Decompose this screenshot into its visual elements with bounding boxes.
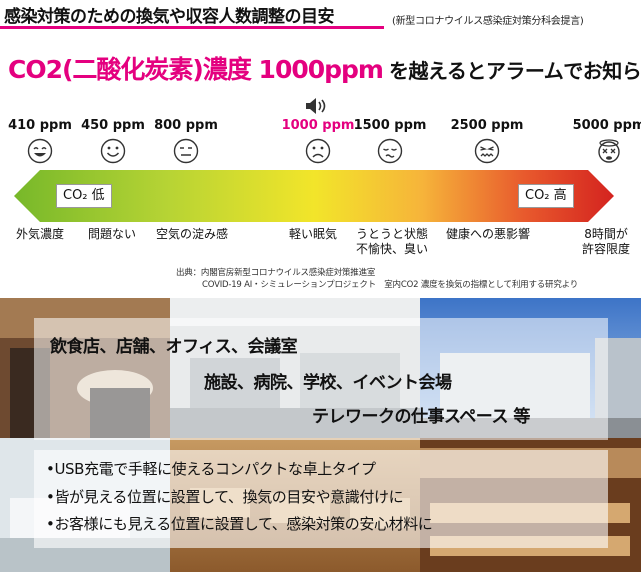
header-underline (0, 26, 384, 29)
bullet-2: •皆が見える位置に設置して、換気の目安や意識付けに (46, 488, 404, 506)
venue-line-1: 飲食店、店舗、オフィス、会議室 (50, 337, 298, 357)
level-ppm: 450 ppm (81, 118, 145, 133)
heading-rest: を越えるとアラームでお知らせ (388, 59, 641, 83)
effect-line: うとうと状態 (356, 227, 429, 241)
effect-2500: 健康への悪影響 (446, 227, 530, 242)
effect-1000: 軽い眠気 (289, 227, 337, 242)
smile-face-icon (100, 138, 126, 164)
level-ppm: 1000 ppm (281, 118, 355, 133)
neutral-face-icon (173, 138, 199, 164)
level-5000: 5000 ppm (564, 118, 641, 164)
effect-line: 空気の淀み感 (156, 227, 229, 241)
co2-high-label: CO₂ 高 (518, 184, 574, 208)
drowsy-face-icon (377, 138, 403, 164)
effect-line: 8時間が (584, 227, 628, 241)
effect-5000: 8時間が 許容限度 (582, 227, 630, 257)
level-ppm: 2500 ppm (450, 118, 524, 133)
level-1500: 1500 ppm (345, 118, 435, 164)
happy-face-icon (27, 138, 53, 164)
effect-line: 健康への悪影響 (446, 227, 531, 241)
level-1000: 1000 ppm (273, 118, 363, 164)
frown-face-icon (305, 138, 331, 164)
effect-line: 許容限度 (582, 242, 631, 256)
photo-collage: 飲食店、店舗、オフィス、会議室 施設、病院、学校、イベント会場 テレワークの仕事… (0, 298, 641, 572)
co2-gradient-bar (14, 170, 614, 222)
co2-low-label: CO₂ 低 (56, 184, 112, 208)
main-heading: CO2(二酸化炭素)濃度 1000ppm を越えるとアラームでお知らせ (8, 50, 641, 86)
venue-line-3: テレワークの仕事スペース 等 (312, 407, 530, 427)
level-ppm: 800 ppm (154, 118, 218, 133)
effect-800: 空気の淀み感 (156, 227, 228, 242)
header-title: 感染対策のための換気や収容人数調整の目安 (4, 7, 335, 27)
effect-450: 問題ない (88, 227, 136, 242)
dizzy-face-icon (598, 139, 620, 163)
bullet-3: •お客様にも見える位置に設置して、感染対策の安心材料に (46, 515, 433, 533)
effect-1500: うとうと状態 不愉快、臭い (356, 227, 428, 257)
header-note: (新型コロナウイルス感染症対策分科会提言) (392, 16, 584, 27)
effect-line: 軽い眠気 (289, 227, 338, 241)
source-line-1: 出典：内閣官房新型コロナウイルス感染症対策推進室 (176, 268, 376, 278)
level-450: 450 ppm (68, 118, 158, 164)
effect-line: 外気濃度 (16, 227, 65, 241)
heading-highlight: CO2(二酸化炭素)濃度 1000ppm (8, 55, 384, 84)
level-800: 800 ppm (141, 118, 231, 164)
sick-face-icon (474, 138, 500, 164)
overlay-top (34, 318, 608, 440)
venue-line-2: 施設、病院、学校、イベント会場 (204, 373, 452, 393)
source-line-2: COVID-19 AI・シミュレーションプロジェクト 室内CO2 濃度を換気の指… (202, 280, 579, 290)
level-ppm: 410 ppm (8, 118, 72, 133)
level-410: 410 ppm (0, 118, 85, 164)
effect-410: 外気濃度 (16, 227, 64, 242)
effect-line: 不愉快、臭い (356, 242, 429, 256)
level-ppm: 5000 ppm (572, 118, 641, 133)
overlay-bottom (34, 450, 608, 548)
speaker-icon (306, 98, 326, 114)
level-2500: 2500 ppm (442, 118, 532, 164)
effect-line: 問題ない (88, 227, 137, 241)
bullet-1: •USB充電で手軽に使えるコンパクトな卓上タイプ (46, 460, 376, 478)
level-ppm: 1500 ppm (353, 118, 427, 133)
